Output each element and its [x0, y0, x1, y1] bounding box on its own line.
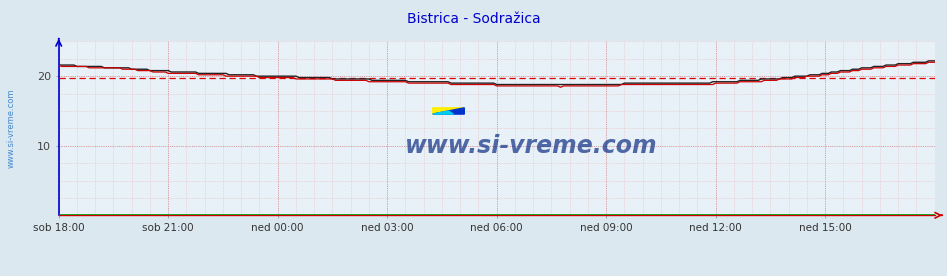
Text: Bistrica - Sodražica: Bistrica - Sodražica [406, 12, 541, 26]
Polygon shape [433, 108, 464, 114]
Text: www.si-vreme.com: www.si-vreme.com [7, 89, 16, 168]
Polygon shape [433, 108, 464, 114]
Polygon shape [433, 111, 454, 114]
Text: www.si-vreme.com: www.si-vreme.com [405, 134, 658, 158]
